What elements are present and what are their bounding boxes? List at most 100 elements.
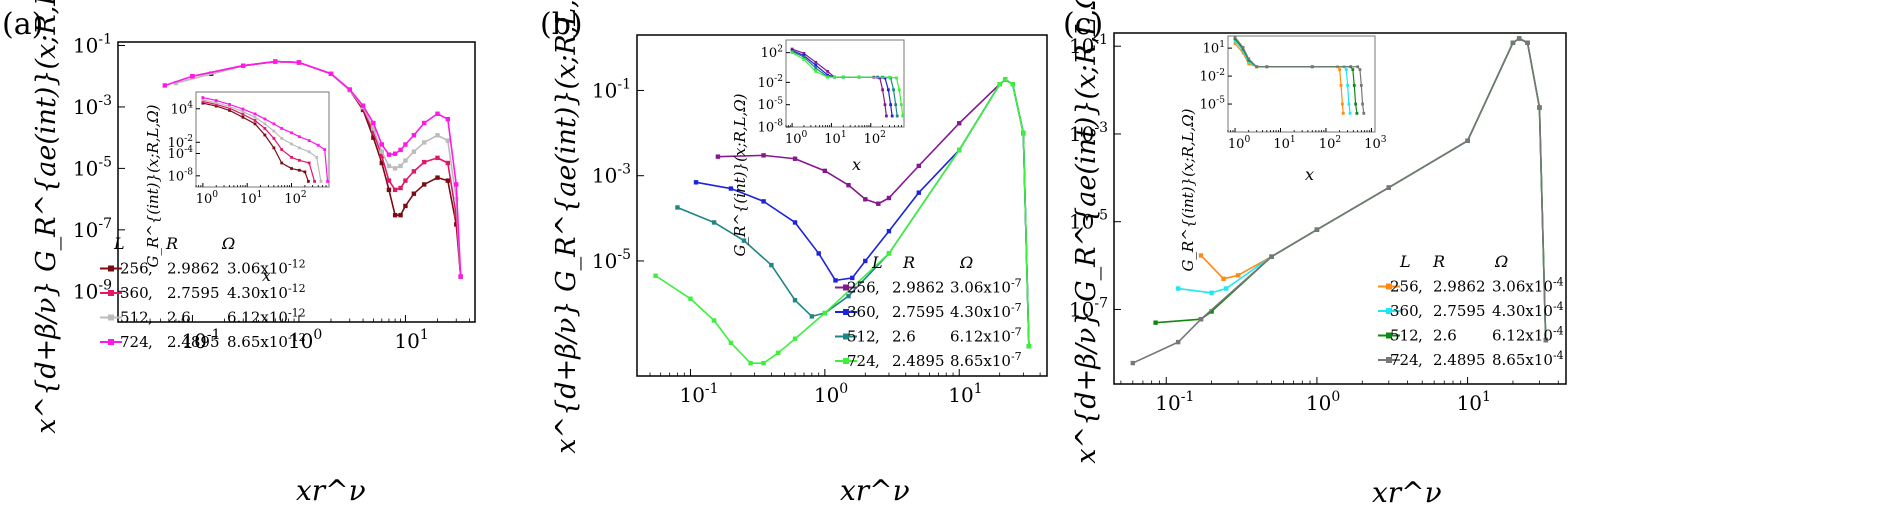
legend-header: R bbox=[902, 253, 915, 272]
y-tick-mantissa: 10 bbox=[592, 249, 617, 273]
data-point bbox=[901, 114, 904, 118]
data-point bbox=[1224, 286, 1229, 291]
y-tick-exponent: 4 bbox=[187, 100, 193, 110]
data-point bbox=[889, 103, 893, 107]
legend-R: 2.6 bbox=[167, 309, 191, 327]
x-tick-exponent: 2 bbox=[880, 130, 886, 140]
data-point bbox=[802, 58, 806, 61]
data-point bbox=[1021, 130, 1026, 136]
data-point bbox=[371, 120, 376, 126]
legend-L: 360 bbox=[120, 284, 149, 302]
x-tick-label: 100 bbox=[814, 381, 848, 407]
data-point bbox=[263, 127, 267, 130]
data-point bbox=[863, 197, 868, 202]
data-point bbox=[728, 186, 734, 191]
data-point bbox=[897, 88, 901, 92]
series-line bbox=[202, 97, 329, 182]
x-tick-label: 102 bbox=[1319, 135, 1341, 152]
y-tick-mantissa: 10 bbox=[761, 46, 778, 61]
legend-omega: 8.65x10-12 bbox=[227, 331, 306, 351]
data-point bbox=[809, 314, 815, 319]
data-point bbox=[263, 122, 267, 126]
data-point bbox=[1269, 254, 1274, 259]
legend-marker bbox=[108, 265, 114, 272]
data-point bbox=[1348, 111, 1352, 115]
x-tick-exponent: 1 bbox=[420, 327, 429, 343]
data-point bbox=[863, 258, 868, 264]
data-point bbox=[379, 142, 385, 147]
data-point bbox=[297, 135, 301, 139]
data-point bbox=[1175, 339, 1181, 345]
data-point bbox=[846, 182, 851, 188]
x-tick-label: 10-1 bbox=[1155, 389, 1194, 415]
data-point bbox=[802, 51, 806, 55]
legend-omega-mantissa: 8.65x10 bbox=[950, 352, 1011, 370]
x-axis-label: xr^ν bbox=[1372, 476, 1442, 509]
data-point bbox=[1355, 111, 1359, 115]
y-tick-exponent: -2 bbox=[1216, 68, 1225, 78]
data-point bbox=[890, 114, 894, 118]
panel-label: (c) bbox=[1063, 7, 1103, 42]
data-point bbox=[846, 293, 851, 299]
x-tick-mantissa: 10 bbox=[864, 132, 881, 147]
data-point bbox=[307, 161, 311, 165]
legend-L: 512 bbox=[847, 328, 876, 346]
data-point bbox=[761, 153, 766, 158]
data-point bbox=[1352, 84, 1356, 87]
data-point bbox=[253, 112, 257, 116]
data-point bbox=[326, 180, 329, 183]
x-tick-label: 100 bbox=[1228, 135, 1251, 152]
legend-L: 724 bbox=[1390, 351, 1419, 369]
y-tick-mantissa: 10 bbox=[1200, 70, 1217, 85]
data-point bbox=[1233, 39, 1237, 43]
data-point bbox=[1358, 68, 1362, 71]
y-tick-exponent: -7 bbox=[1094, 295, 1108, 311]
data-point bbox=[1339, 84, 1343, 87]
legend-omega-mantissa: 6.12x10 bbox=[950, 328, 1011, 346]
series-line bbox=[655, 78, 1030, 364]
data-point bbox=[1537, 105, 1542, 110]
y-tick-mantissa: 10 bbox=[1203, 42, 1220, 57]
y-tick-mantissa: 10 bbox=[1069, 210, 1094, 234]
legend-R: 2.9862 bbox=[892, 279, 945, 297]
data-point bbox=[802, 54, 806, 57]
legend-R: 2.4895 bbox=[167, 333, 220, 351]
y-tick-exponent: 1 bbox=[1219, 40, 1225, 50]
y-tick-mantissa: 10 bbox=[73, 279, 98, 303]
legend-omega-exponent: -12 bbox=[288, 282, 306, 295]
data-point bbox=[826, 75, 830, 79]
inset-x-axis-label: x bbox=[1305, 165, 1314, 184]
data-point bbox=[761, 199, 766, 204]
x-tick-exponent: 2 bbox=[1335, 135, 1341, 145]
data-point bbox=[445, 178, 451, 183]
data-point bbox=[841, 75, 845, 79]
y-tick-exponent: -8 bbox=[774, 119, 783, 129]
x-tick-label: 100 bbox=[196, 190, 219, 207]
y-tick-mantissa: 10 bbox=[73, 156, 98, 180]
legend-marker bbox=[1386, 283, 1392, 290]
legend-L: 256 bbox=[847, 279, 876, 297]
y-tick-exponent: -1 bbox=[617, 76, 631, 92]
y-tick-label: 10-7 bbox=[1069, 295, 1108, 321]
data-point bbox=[290, 142, 293, 146]
data-point bbox=[881, 88, 884, 92]
legend-marker bbox=[1386, 308, 1392, 314]
data-point bbox=[241, 110, 245, 114]
data-point bbox=[411, 133, 417, 138]
data-point bbox=[814, 66, 818, 70]
legend-omega-exponent: -4 bbox=[1553, 325, 1564, 338]
y-axis-label: x^{d+β/ν} G_R^{ae(int)}(x;R,L,Ω) bbox=[1071, 0, 1102, 464]
x-tick-exponent: 1 bbox=[974, 381, 983, 397]
data-point bbox=[445, 160, 451, 166]
data-point bbox=[360, 103, 366, 108]
data-point bbox=[1265, 65, 1269, 69]
legend-header: L bbox=[113, 234, 125, 253]
data-point bbox=[886, 228, 892, 234]
data-point bbox=[435, 111, 440, 116]
data-point bbox=[241, 107, 245, 111]
data-point bbox=[776, 350, 781, 356]
data-point bbox=[398, 163, 403, 169]
y-tick-label: 104 bbox=[171, 100, 194, 117]
